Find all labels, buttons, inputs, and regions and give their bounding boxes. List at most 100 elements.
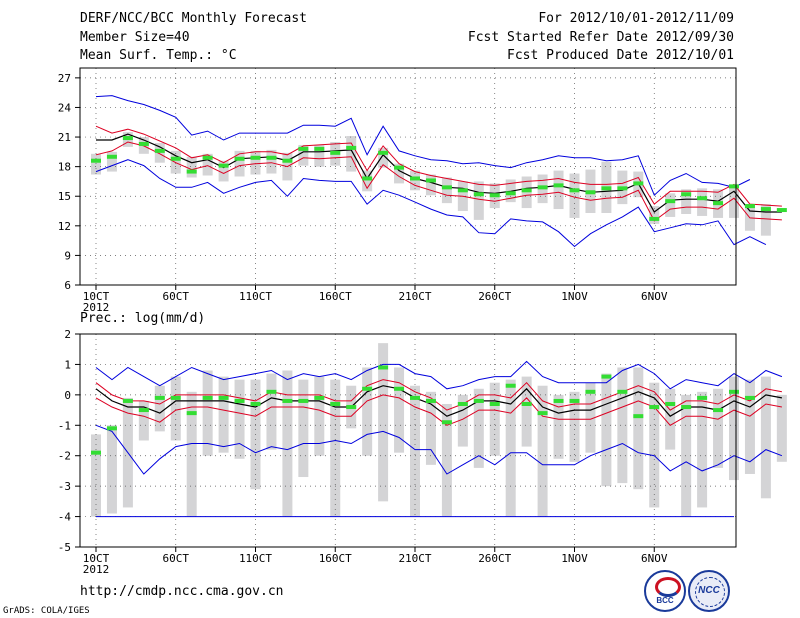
temp-obs-marker: [729, 184, 739, 189]
prec-spread-box: [425, 391, 436, 465]
temp-obs-marker: [346, 145, 357, 150]
prec-xtick-label: 6NOV: [641, 552, 668, 565]
temp-spread-box: [250, 150, 261, 175]
prec-ytick-label: -4: [58, 511, 72, 524]
temp-obs-marker: [250, 155, 261, 160]
temp-ytick-label: 24: [58, 101, 72, 114]
temp-obs-marker: [713, 201, 724, 206]
prec-spread-box: [154, 385, 165, 432]
bcc-logo: BCC: [644, 570, 686, 612]
prec-ytick-label: -1: [58, 419, 71, 432]
temp-ytick-label: 9: [64, 249, 71, 262]
temp-obs-marker: [170, 156, 181, 161]
temp-spread-box: [91, 153, 101, 175]
temp-spread-box: [553, 170, 564, 210]
prec-obs-marker: [537, 411, 548, 416]
prec-xtick-label: 210CT: [398, 552, 431, 565]
temp-spread-box: [266, 149, 277, 174]
prec-obs-marker: [410, 395, 420, 400]
prec-spread-box: [394, 367, 405, 453]
prec-obs-marker: [170, 395, 181, 400]
temp-obs-marker: [665, 199, 676, 204]
temp-spread-box: [362, 170, 373, 192]
prec-obs-marker: [457, 401, 468, 406]
prec-spread-box: [760, 376, 771, 499]
temp-obs-marker: [697, 196, 708, 201]
prec-mean-line: [95, 385, 783, 417]
ncc-logo-text: NCC: [698, 585, 720, 596]
temp-obs-marker: [266, 155, 277, 160]
temp-obs-marker: [649, 216, 660, 221]
prec-spread-box: [330, 379, 341, 517]
temp-spread-box: [186, 156, 197, 178]
temp-obs-marker: [202, 155, 213, 160]
produced-date: Fcst Produced Date 2012/10/01: [507, 48, 734, 63]
temp-spread-box: [218, 160, 229, 182]
prec-spread-box: [537, 385, 548, 517]
temp-obs-marker: [91, 158, 101, 163]
temp-obs-marker: [489, 193, 500, 198]
prec-spread-box: [218, 376, 229, 453]
prec-obs-marker: [601, 374, 612, 379]
prec-spread-box: [681, 394, 692, 517]
prec-obs-marker: [665, 401, 676, 406]
prec-obs-marker: [186, 411, 197, 416]
prec-spread-box: [776, 394, 787, 462]
temp-obs-marker: [473, 192, 484, 197]
temp-spread-box: [234, 150, 245, 177]
prec-spread-box: [744, 379, 755, 474]
prec-obs-marker: [569, 398, 580, 403]
prec-spread-box: [314, 376, 325, 456]
temp-obs-marker: [106, 154, 117, 159]
prec-ytick-label: -2: [58, 450, 71, 463]
prec-spread-box: [601, 373, 612, 487]
prec-lower-line: [95, 394, 782, 426]
prec-spread-box: [457, 394, 468, 447]
bcc-logo-text: BCC: [656, 596, 674, 605]
prec-ytick-label: -5: [58, 541, 71, 554]
prec-obs-marker: [314, 395, 325, 400]
temp-obs-marker: [362, 176, 373, 181]
prec-obs-marker: [378, 365, 389, 370]
temp-obs-marker: [457, 188, 468, 193]
prec-obs-marker: [330, 401, 341, 406]
prec-spread-box: [170, 376, 181, 441]
temp-spread-box: [298, 144, 309, 166]
prec-spread-box: [410, 385, 420, 517]
temp-obs-marker: [776, 208, 787, 213]
prec-obs-marker: [106, 426, 117, 431]
temp-obs-marker: [425, 178, 436, 183]
prec-spread-box: [665, 388, 676, 450]
temp-obs-marker: [394, 165, 405, 170]
prec-spread-box: [521, 376, 532, 447]
prec-obs-marker: [346, 405, 357, 410]
prec-obs-marker: [633, 414, 644, 419]
temp-obs-marker: [298, 146, 309, 151]
precip-label: Prec.: log(mm/d): [80, 311, 206, 326]
prec-spread-box: [138, 400, 149, 441]
prec-spread-box: [553, 394, 564, 459]
temp-ytick-label: 12: [58, 220, 71, 233]
temp-ytick-label: 15: [58, 190, 71, 203]
prec-obs-marker: [473, 398, 484, 403]
prec-obs-marker: [617, 389, 628, 394]
prec-obs-marker: [697, 395, 708, 400]
prec-spread-box: [505, 379, 516, 517]
prec-spread-box: [617, 367, 628, 484]
prec-spread-box: [649, 382, 660, 508]
prec-obs-marker: [729, 389, 739, 394]
temp-spread-box: [760, 204, 771, 236]
temp-ytick-label: 18: [58, 161, 71, 174]
temp-obs-marker: [681, 192, 692, 197]
temp-obs-marker: [330, 150, 341, 155]
temp-obs-marker: [553, 183, 564, 188]
prec-obs-marker: [744, 395, 755, 400]
prec-upper-line: [95, 379, 782, 411]
source-url[interactable]: http://cmdp.ncc.cma.gov.cn: [80, 584, 284, 599]
prec-obs-marker: [218, 395, 229, 400]
prec-spread-box: [585, 382, 596, 453]
temp-obs-marker: [633, 181, 644, 186]
prec-spread-box: [186, 391, 197, 517]
prec-spread-box: [106, 425, 117, 514]
